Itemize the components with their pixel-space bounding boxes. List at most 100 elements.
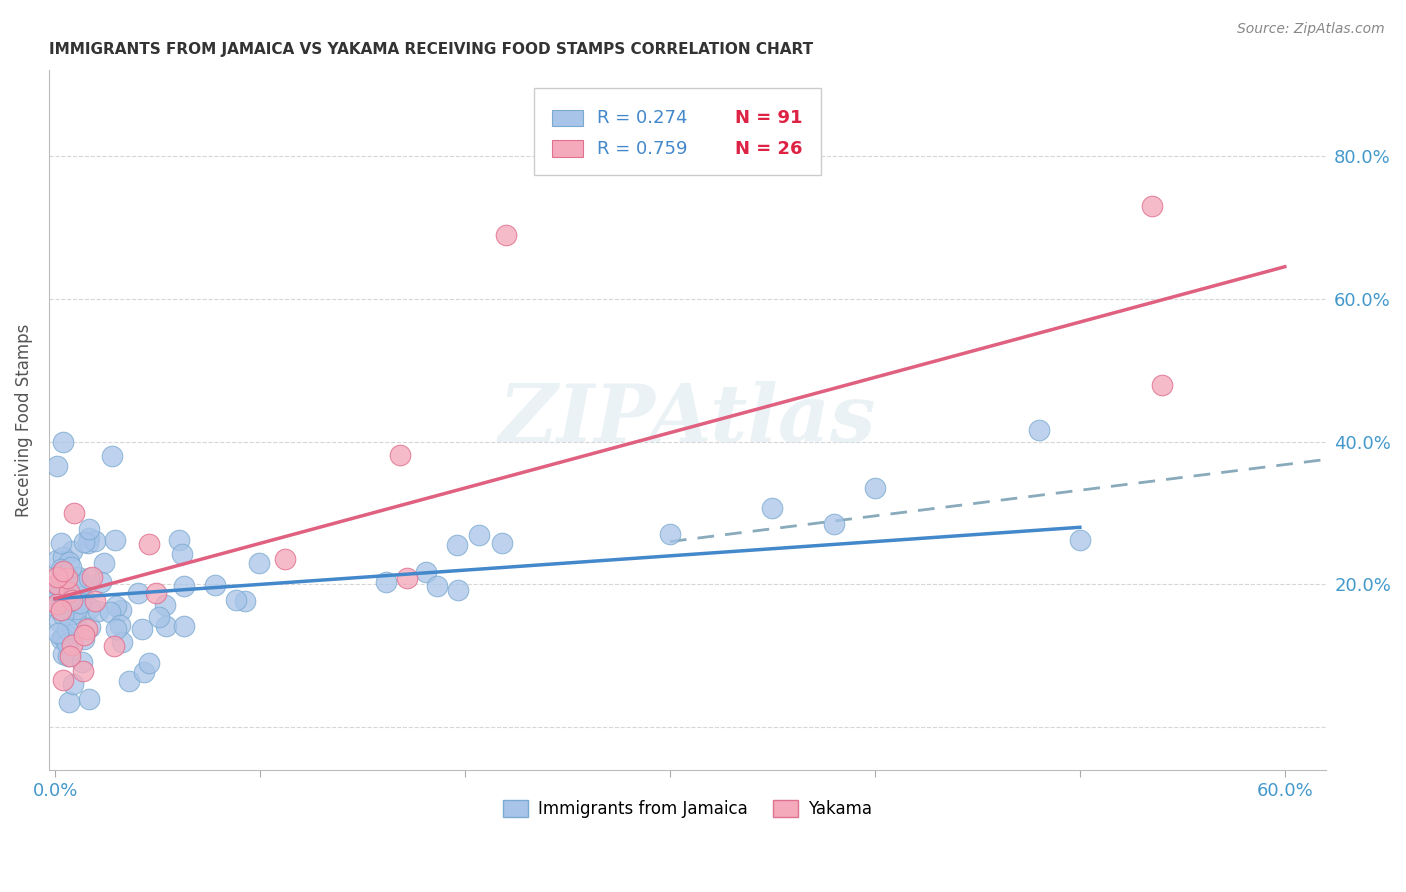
Point [105,622,128,636]
Point [69,596,91,610]
Point [77,522,100,536]
Text: R = 0.274: R = 0.274 [596,109,688,127]
Point [823,516,845,531]
Point [110,635,132,649]
Point [118,673,141,688]
Point [131,622,153,636]
Point [73,535,96,549]
Point [127,585,149,599]
Point [204,577,226,591]
Point [59,649,82,664]
Point [56,649,79,664]
Point [58,695,80,709]
Point [56,571,79,585]
Point [82,570,104,584]
Point [46,584,69,599]
Point [52,550,75,565]
Point [46,577,69,591]
Point [495,227,517,242]
Point [145,586,167,600]
Point [98,605,121,619]
Point [58,585,80,599]
Point [446,538,468,552]
Point [90,575,112,590]
Point [52,565,75,579]
Point [105,599,128,613]
Point [66,570,89,584]
Point [51,594,73,608]
Point [72,664,94,678]
Point [52,607,75,622]
Point [1069,533,1091,547]
Y-axis label: Receiving Food Stamps: Receiving Food Stamps [15,324,32,516]
Point [148,610,170,624]
Point [49,562,72,576]
Point [84,533,107,548]
FancyBboxPatch shape [553,110,582,127]
Text: IMMIGRANTS FROM JAMAICA VS YAKAMA RECEIVING FOOD STAMPS CORRELATION CHART: IMMIGRANTS FROM JAMAICA VS YAKAMA RECEIV… [49,42,813,57]
Point [93,556,115,570]
Point [46,553,69,567]
FancyBboxPatch shape [534,88,821,176]
Point [225,593,247,607]
Point [447,582,470,597]
Text: R = 0.759: R = 0.759 [596,140,688,158]
Point [233,593,256,607]
Point [79,601,101,615]
Point [132,665,155,679]
Point [173,619,195,633]
Point [110,617,132,632]
Point [51,565,73,579]
Point [52,434,75,449]
Point [49,603,72,617]
Point [46,578,69,592]
Point [395,571,418,585]
Point [48,578,70,592]
Point [77,571,100,585]
Text: N = 91: N = 91 [734,109,803,127]
Point [52,673,75,687]
Point [77,535,100,549]
Point [76,623,98,637]
Point [467,528,489,542]
Point [1140,199,1163,213]
Point [49,536,72,550]
Point [46,597,69,611]
Point [761,500,783,515]
Point [72,589,94,603]
Point [49,574,72,588]
Point [491,536,513,550]
Point [65,611,87,625]
Point [863,481,886,495]
Point [52,630,75,644]
Point [1028,424,1050,438]
Point [56,636,79,650]
Point [51,632,73,646]
Point [46,570,69,584]
Legend: Immigrants from Jamaica, Yakama: Immigrants from Jamaica, Yakama [496,793,879,824]
Text: Source: ZipAtlas.com: Source: ZipAtlas.com [1237,22,1385,37]
Point [247,557,270,571]
Point [73,632,96,646]
Point [77,531,100,545]
Point [56,599,79,614]
Point [46,583,69,598]
Point [1150,377,1173,392]
Point [84,594,107,608]
Point [65,601,87,615]
Point [48,614,70,628]
Point [389,448,412,462]
Text: N = 26: N = 26 [734,140,803,158]
Point [73,628,96,642]
Point [63,506,86,520]
Point [86,604,108,618]
Point [103,639,125,653]
Point [79,620,101,634]
Point [77,691,100,706]
Point [375,574,398,589]
Point [62,677,84,691]
Point [62,544,84,558]
Point [153,599,176,613]
Point [55,628,77,642]
Point [426,579,449,593]
